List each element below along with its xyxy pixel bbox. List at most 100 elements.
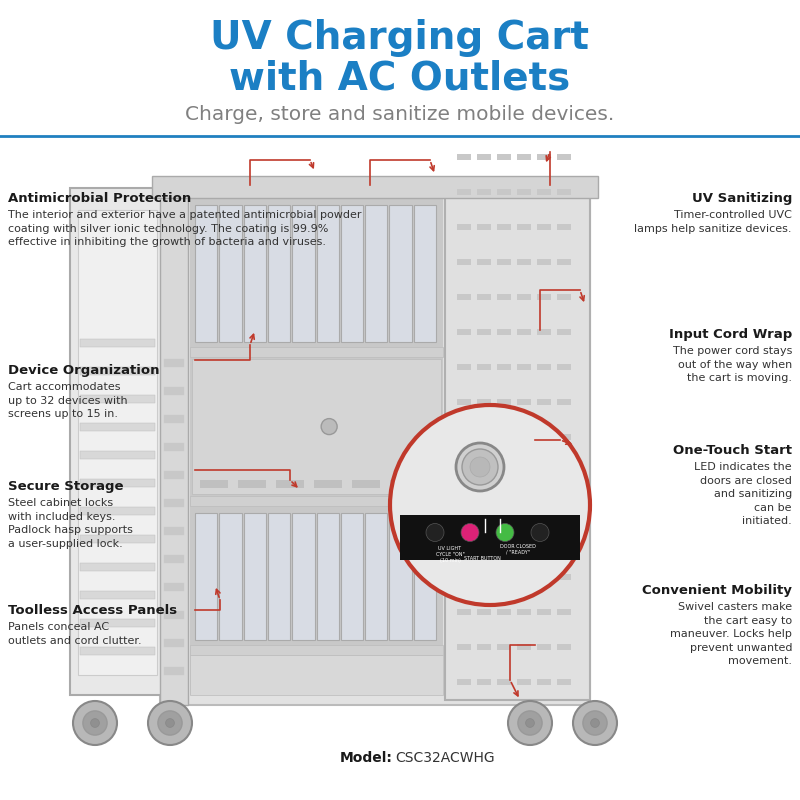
Bar — [557, 224, 571, 230]
Bar — [477, 644, 491, 650]
Bar — [414, 205, 436, 342]
Circle shape — [583, 711, 607, 735]
Text: The interior and exterior have a patented antimicrobial powder
coating with silv: The interior and exterior have a patente… — [8, 210, 362, 247]
Bar — [477, 504, 491, 510]
Bar — [537, 679, 551, 685]
Bar — [457, 469, 471, 475]
Bar — [80, 507, 155, 515]
Text: with AC Outlets: with AC Outlets — [230, 59, 570, 97]
Circle shape — [590, 718, 599, 727]
Bar — [164, 443, 184, 451]
Bar — [219, 513, 242, 640]
Circle shape — [531, 523, 549, 542]
Circle shape — [90, 718, 99, 727]
Bar — [537, 259, 551, 265]
Bar — [557, 329, 571, 335]
Text: Secure Storage: Secure Storage — [8, 480, 123, 493]
Bar — [537, 469, 551, 475]
Bar — [457, 434, 471, 440]
Bar — [477, 679, 491, 685]
Bar — [557, 189, 571, 195]
Bar — [537, 434, 551, 440]
Bar — [497, 364, 511, 370]
Bar — [477, 574, 491, 580]
Bar — [80, 423, 155, 431]
Bar — [400, 515, 580, 560]
Bar — [164, 359, 184, 367]
Bar — [537, 154, 551, 160]
Bar — [80, 619, 155, 627]
Circle shape — [526, 718, 534, 727]
Bar — [243, 205, 266, 342]
Bar — [80, 535, 155, 543]
Bar — [497, 399, 511, 405]
Bar — [219, 205, 242, 342]
Text: CSC32ACWHG: CSC32ACWHG — [395, 751, 494, 765]
Bar — [190, 198, 443, 695]
Bar — [517, 469, 531, 475]
Bar — [517, 644, 531, 650]
Bar — [517, 294, 531, 300]
Bar — [457, 259, 471, 265]
Text: LED indicates the
doors are closed
and sanitizing
can be
initiated.: LED indicates the doors are closed and s… — [694, 462, 792, 526]
Text: Input Cord Wrap: Input Cord Wrap — [669, 328, 792, 341]
Bar — [557, 364, 571, 370]
Bar — [497, 259, 511, 265]
Bar — [390, 513, 412, 640]
Text: Charge, store and sanitize mobile devices.: Charge, store and sanitize mobile device… — [186, 106, 614, 125]
Bar — [457, 574, 471, 580]
Bar — [497, 574, 511, 580]
Bar — [497, 539, 511, 545]
Bar — [537, 539, 551, 545]
Text: Panels conceal AC
outlets and cord clutter.: Panels conceal AC outlets and cord clutt… — [8, 622, 142, 646]
Bar — [477, 294, 491, 300]
Circle shape — [426, 523, 444, 542]
Bar — [477, 434, 491, 440]
Bar — [152, 176, 598, 198]
Bar — [164, 527, 184, 535]
Bar — [80, 563, 155, 571]
Bar — [497, 329, 511, 335]
Bar — [190, 655, 443, 695]
Bar — [557, 434, 571, 440]
Bar — [164, 387, 184, 395]
Text: Timer-controlled UVC
lamps help sanitize devices.: Timer-controlled UVC lamps help sanitize… — [634, 210, 792, 234]
Text: Convenient Mobility: Convenient Mobility — [642, 584, 792, 597]
Bar — [477, 259, 491, 265]
Bar — [276, 480, 304, 488]
Text: DOOR CLOSED
/ "READY": DOOR CLOSED / "READY" — [500, 544, 536, 555]
Bar — [517, 539, 531, 545]
Bar — [557, 504, 571, 510]
Circle shape — [390, 405, 590, 605]
Bar — [190, 347, 443, 357]
Bar — [341, 513, 363, 640]
Bar — [517, 189, 531, 195]
Bar — [537, 504, 551, 510]
Bar — [537, 609, 551, 615]
Text: Antimicrobial Protection: Antimicrobial Protection — [8, 192, 191, 205]
Bar — [517, 364, 531, 370]
Bar — [80, 647, 155, 655]
Bar — [557, 574, 571, 580]
Text: The power cord stays
out of the way when
the cart is moving.: The power cord stays out of the way when… — [673, 346, 792, 383]
Bar — [445, 185, 590, 700]
Bar — [164, 667, 184, 675]
Bar — [517, 574, 531, 580]
Bar — [192, 359, 441, 494]
Bar — [557, 154, 571, 160]
Text: Toolless Access Panels: Toolless Access Panels — [8, 604, 177, 617]
Bar — [164, 611, 184, 619]
Bar — [317, 513, 339, 640]
Bar — [557, 539, 571, 545]
Circle shape — [470, 457, 490, 477]
Bar — [517, 399, 531, 405]
Bar — [477, 329, 491, 335]
Bar — [537, 574, 551, 580]
Bar — [537, 364, 551, 370]
Circle shape — [166, 718, 174, 727]
Text: UV Charging Cart: UV Charging Cart — [210, 19, 590, 57]
Bar — [414, 513, 436, 640]
Bar — [477, 154, 491, 160]
Bar — [70, 188, 165, 695]
Bar — [390, 480, 418, 488]
